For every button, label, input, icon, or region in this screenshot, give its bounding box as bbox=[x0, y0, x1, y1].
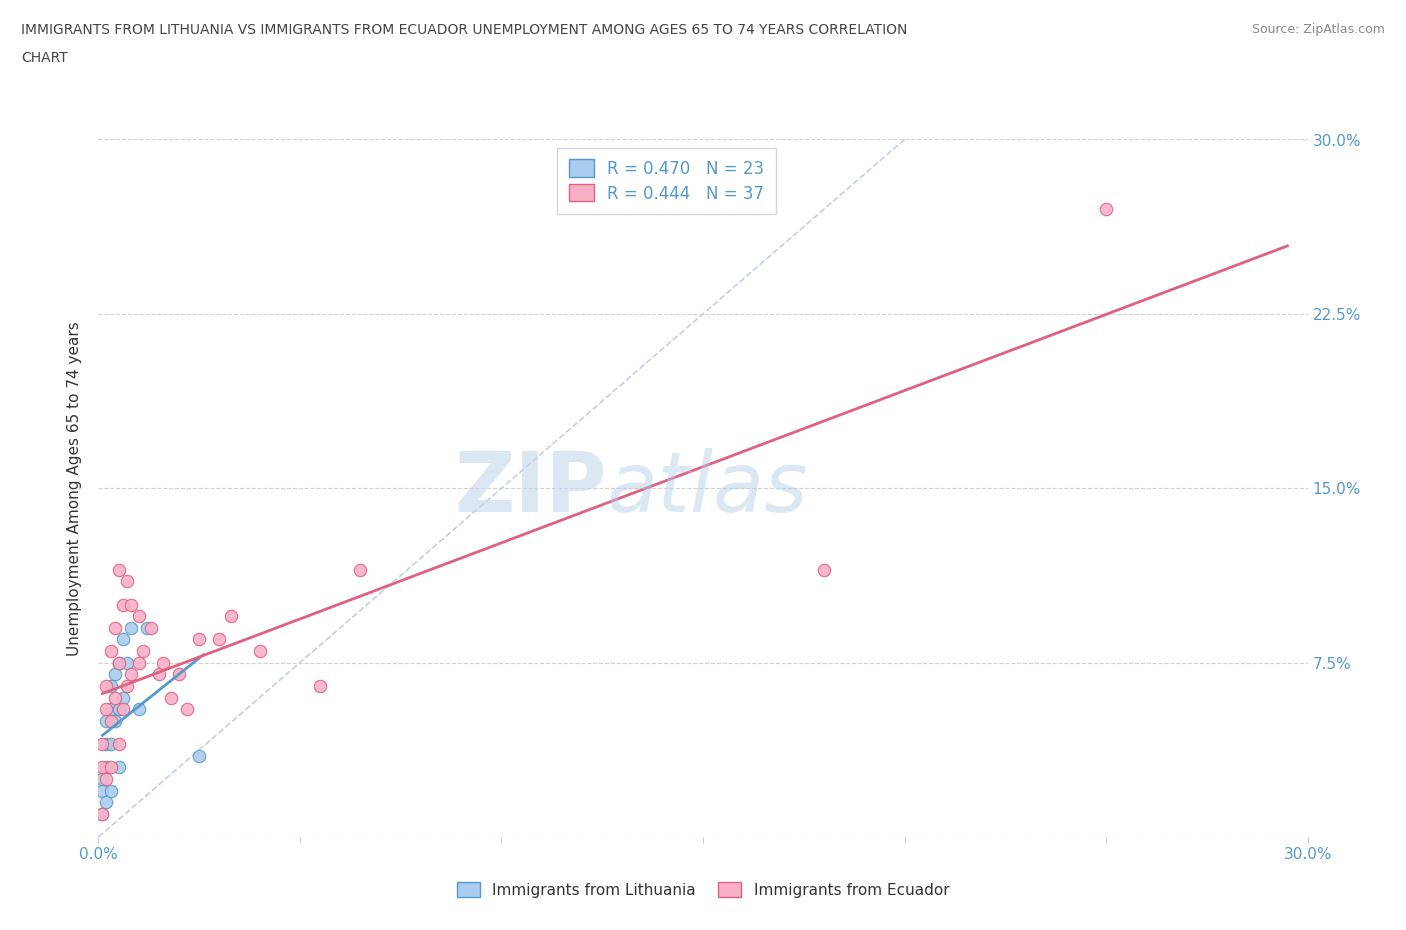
Point bbox=[135, 620, 157, 635]
Point bbox=[96, 772, 118, 787]
Point bbox=[96, 679, 118, 694]
Point bbox=[188, 748, 211, 763]
Point bbox=[221, 609, 243, 624]
Point bbox=[120, 667, 142, 682]
Point bbox=[176, 701, 198, 716]
Text: Source: ZipAtlas.com: Source: ZipAtlas.com bbox=[1251, 23, 1385, 36]
Point bbox=[111, 632, 134, 647]
Point bbox=[128, 656, 150, 671]
Point bbox=[96, 737, 118, 751]
Point bbox=[107, 701, 129, 716]
Point bbox=[91, 806, 114, 821]
Point bbox=[91, 806, 114, 821]
Legend: Immigrants from Lithuania, Immigrants from Ecuador: Immigrants from Lithuania, Immigrants fr… bbox=[451, 875, 955, 904]
Point bbox=[91, 783, 114, 798]
Point bbox=[115, 656, 138, 671]
Legend: R = 0.470   N = 23, R = 0.444   N = 37: R = 0.470 N = 23, R = 0.444 N = 37 bbox=[557, 148, 776, 214]
Point bbox=[100, 679, 122, 694]
Point bbox=[1095, 202, 1118, 217]
Point bbox=[111, 690, 134, 705]
Point bbox=[100, 760, 122, 775]
Point bbox=[100, 737, 122, 751]
Point bbox=[100, 701, 122, 716]
Point bbox=[160, 690, 183, 705]
Point bbox=[107, 656, 129, 671]
Point bbox=[107, 656, 129, 671]
Point bbox=[96, 713, 118, 728]
Point bbox=[103, 713, 125, 728]
Point bbox=[249, 644, 271, 658]
Point bbox=[96, 701, 118, 716]
Point bbox=[152, 656, 174, 671]
Text: IMMIGRANTS FROM LITHUANIA VS IMMIGRANTS FROM ECUADOR UNEMPLOYMENT AMONG AGES 65 : IMMIGRANTS FROM LITHUANIA VS IMMIGRANTS … bbox=[21, 23, 907, 37]
Text: atlas: atlas bbox=[606, 447, 808, 529]
Point bbox=[115, 574, 138, 589]
Text: ZIP: ZIP bbox=[454, 447, 606, 529]
Point bbox=[111, 701, 134, 716]
Point bbox=[349, 562, 371, 577]
Point bbox=[111, 597, 134, 612]
Point bbox=[91, 772, 114, 787]
Point bbox=[100, 713, 122, 728]
Point bbox=[103, 620, 125, 635]
Point bbox=[188, 632, 211, 647]
Point bbox=[115, 679, 138, 694]
Point bbox=[91, 760, 114, 775]
Point bbox=[100, 783, 122, 798]
Point bbox=[167, 667, 190, 682]
Point bbox=[96, 760, 118, 775]
Point bbox=[107, 562, 129, 577]
Point bbox=[148, 667, 170, 682]
Point bbox=[107, 760, 129, 775]
Point bbox=[120, 620, 142, 635]
Point bbox=[91, 737, 114, 751]
Point bbox=[132, 644, 155, 658]
Point bbox=[208, 632, 231, 647]
Text: CHART: CHART bbox=[21, 51, 67, 65]
Point bbox=[103, 690, 125, 705]
Point bbox=[103, 667, 125, 682]
Point bbox=[128, 609, 150, 624]
Point bbox=[128, 701, 150, 716]
Point bbox=[107, 737, 129, 751]
Point bbox=[139, 620, 162, 635]
Point bbox=[100, 644, 122, 658]
Y-axis label: Unemployment Among Ages 65 to 74 years: Unemployment Among Ages 65 to 74 years bbox=[67, 321, 83, 656]
Point bbox=[96, 794, 118, 809]
Point bbox=[309, 679, 332, 694]
Point bbox=[813, 562, 835, 577]
Point bbox=[120, 597, 142, 612]
